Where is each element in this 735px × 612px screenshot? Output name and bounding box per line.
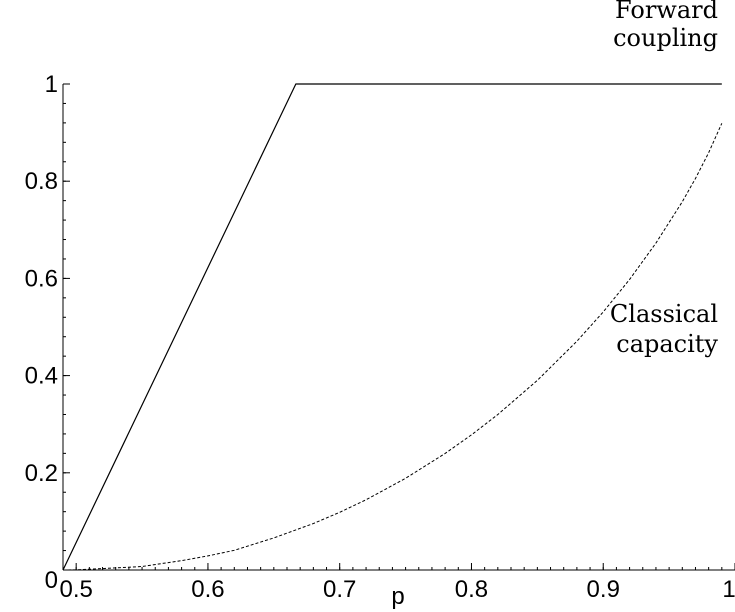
x-tick-label: 0.6 xyxy=(191,576,224,603)
series-line-2 xyxy=(62,123,723,571)
y-tick-label: 0.8 xyxy=(25,168,58,195)
x-tick-label: 0.7 xyxy=(323,576,356,603)
y-tick-label: 0.6 xyxy=(25,265,58,292)
series-line-1 xyxy=(62,83,722,571)
x-tick-label: 0.5 xyxy=(59,576,92,603)
x-tick-label: 0.8 xyxy=(455,576,488,603)
x-tick-label: 0.9 xyxy=(587,576,620,603)
annotation-line: capacity xyxy=(616,330,718,358)
y-tick-label: 0.4 xyxy=(25,363,58,390)
y-tick-label: 1 xyxy=(45,71,58,98)
annotation-line: coupling xyxy=(613,24,718,52)
annotation-line: Classical xyxy=(610,300,718,328)
x-tick-label: 1 xyxy=(722,576,735,603)
series-group xyxy=(62,83,723,571)
tick-labels: 0 0.2 0.4 0.6 0.8 1 0.5 0.6 0.7 0.8 0.9 1 xyxy=(25,71,735,603)
axes xyxy=(62,84,735,571)
y-tick-label: 0 xyxy=(45,567,58,594)
annotation-line: Forward xyxy=(615,0,718,24)
x-axis-label: p xyxy=(391,583,404,610)
y-tick-label: 0.2 xyxy=(25,460,58,487)
ticks xyxy=(63,83,735,571)
